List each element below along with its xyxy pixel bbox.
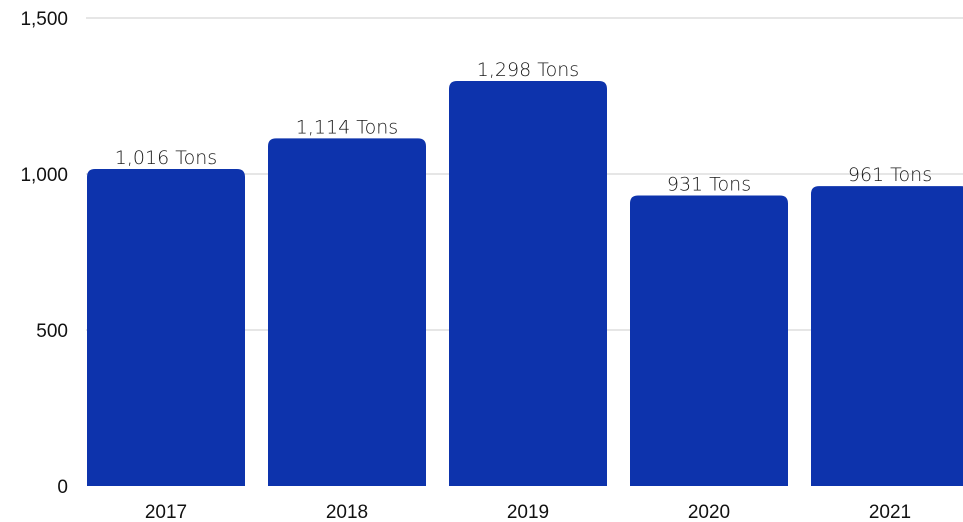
data-label-2019: 1,298 Tons <box>477 59 579 81</box>
x-tick-label-2021: 2021 <box>869 502 911 522</box>
x-tick-label-2017: 2017 <box>145 502 187 522</box>
bar-2018 <box>268 138 426 486</box>
y-axis: 0 500 1,000 1,500 <box>20 9 68 498</box>
x-tick-label-2018: 2018 <box>326 502 368 522</box>
data-label-2021: 961 Tons <box>848 164 932 186</box>
y-tick-label: 0 <box>57 477 68 498</box>
bar-2017 <box>87 169 245 486</box>
x-tick-label-2020: 2020 <box>688 502 730 522</box>
data-label-2017: 1,016 Tons <box>115 147 217 169</box>
y-tick-label: 500 <box>36 321 68 342</box>
bar-2021 <box>811 186 963 486</box>
data-label-2018: 1,114 Tons <box>296 116 398 138</box>
y-tick-label: 1,500 <box>20 9 68 30</box>
data-label-2020: 931 Tons <box>667 174 751 196</box>
bar-2020 <box>630 195 788 486</box>
y-tick-label: 1,000 <box>20 165 68 186</box>
data-labels: 1,016 Tons 1,114 Tons 1,298 Tons 931 Tons 96… <box>115 59 932 196</box>
x-axis: 2017 2018 2019 2020 2021 <box>145 502 911 522</box>
x-tick-label-2019: 2019 <box>507 502 549 522</box>
bar-2019 <box>449 81 607 487</box>
bars <box>87 81 963 487</box>
